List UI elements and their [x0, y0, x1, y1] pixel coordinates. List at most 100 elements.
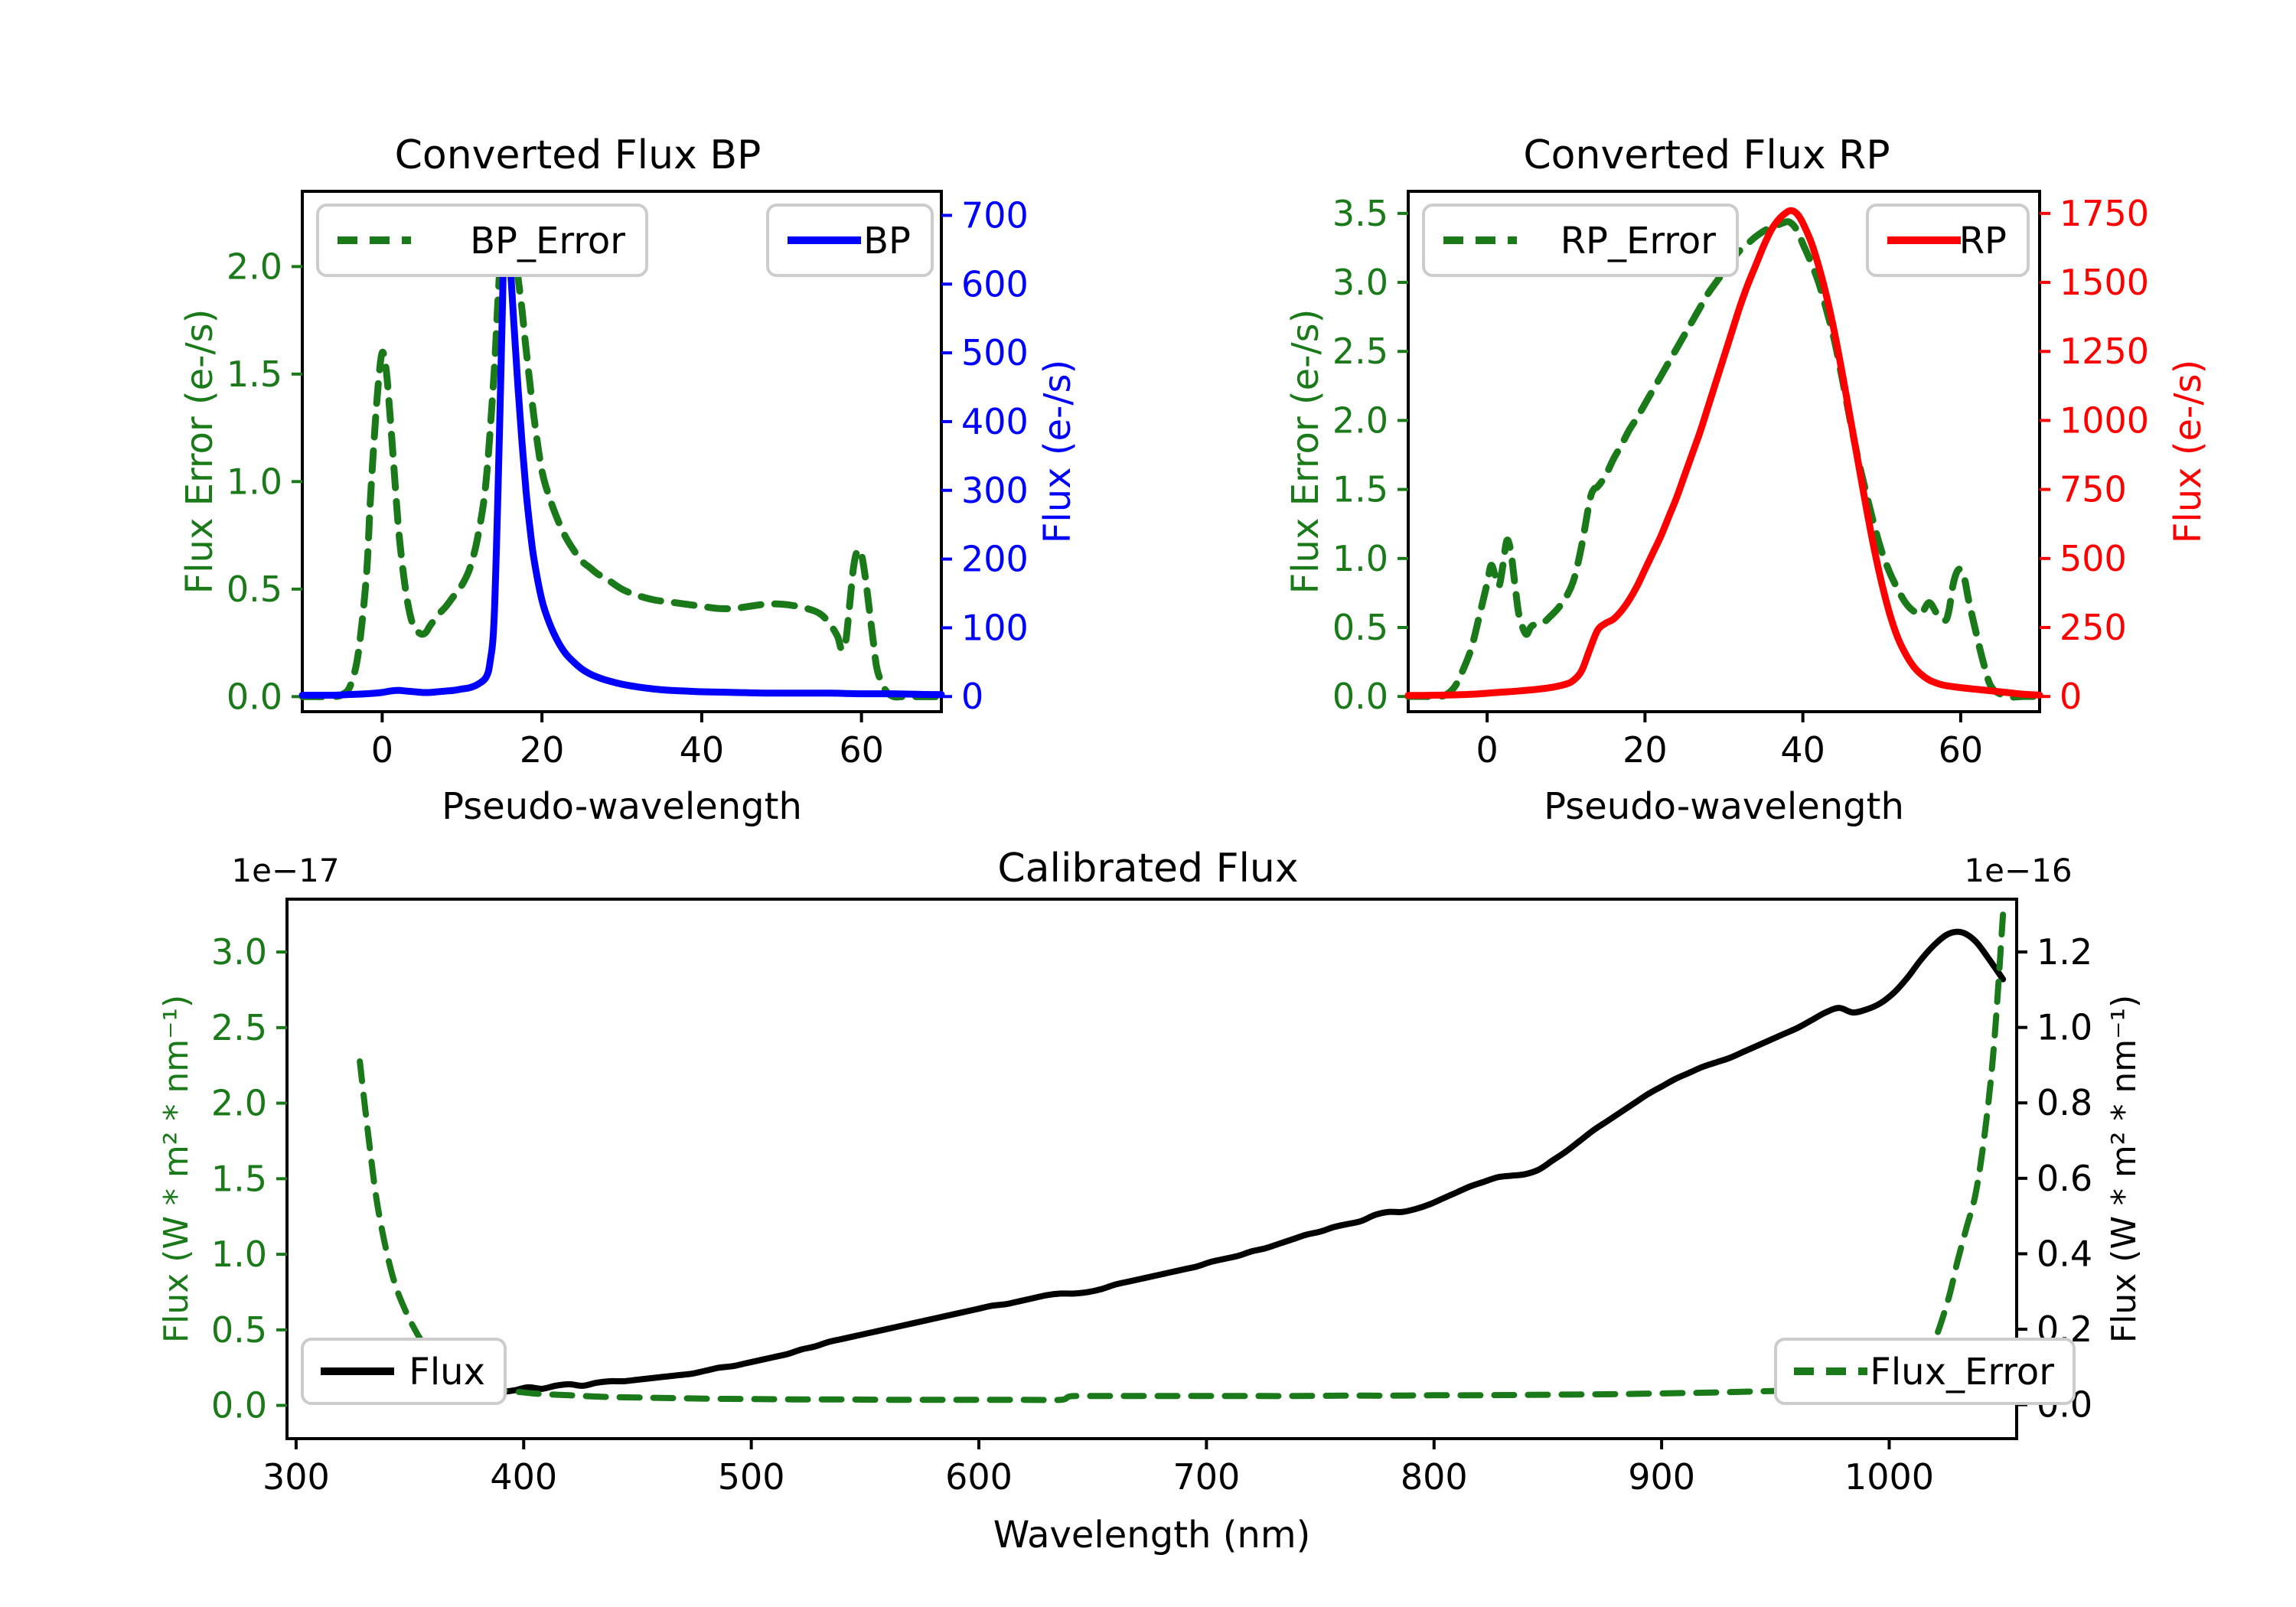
left-tick-label: 3.5 [1332, 193, 1388, 234]
x-tick-label: 600 [945, 1456, 1013, 1498]
left-y-axis-title: Flux Error (e-/s) [178, 309, 221, 595]
right-tick-label: 200 [961, 539, 1029, 580]
panel-calibrated-flux: Calibrated Flux 1e−17 1e−16 0.0 0.5 1.0 1.5… [157, 846, 2144, 1556]
right-y-axis-title: Flux (e-/s) [2167, 360, 2210, 544]
legend-error-box [316, 204, 648, 277]
bp-panel-title: Converted Flux BP [395, 132, 762, 178]
left-tick-label: 3.0 [1332, 262, 1388, 303]
series-line-bp_error [298, 209, 945, 701]
left-tick-label: 2.5 [1332, 331, 1388, 372]
left-tick-label: 0.0 [211, 1385, 267, 1426]
legend-flux-error-box [1774, 1338, 2076, 1405]
left-tick-label: 1.0 [211, 1234, 267, 1275]
right-tick-label: 1000 [2060, 399, 2149, 441]
x-tick-label: 0 [1476, 729, 1498, 771]
legend-flux-box [301, 1338, 507, 1405]
legend-flux-error-label: Flux_Error [1870, 1351, 2054, 1393]
legend-flux[interactable]: BP [766, 204, 934, 277]
right-tick-label: 300 [961, 470, 1029, 511]
legend-error-box [1422, 204, 1739, 277]
left-tick-label: 3.0 [211, 931, 267, 973]
left-tick-label: 2.0 [211, 1083, 267, 1124]
legend-flux-label: Flux [409, 1351, 485, 1393]
left-y-axis-title: Flux (W * m² * nm⁻¹) [157, 995, 196, 1343]
legend-flux-label: BP [863, 220, 911, 262]
right-y-axis-title: Flux (e-/s) [1036, 360, 1079, 544]
right-tick-label: 600 [961, 263, 1029, 305]
x-tick-label: 40 [1780, 729, 1825, 771]
right-tick-label: 0.6 [2037, 1158, 2092, 1199]
right-tick-label: 1750 [2060, 193, 2149, 234]
legend-error-label: RP_Error [1561, 220, 1717, 262]
plot-frame [1407, 190, 2041, 713]
left-tick-label: 2.0 [1332, 399, 1388, 441]
plot-frame [285, 898, 2018, 1440]
series-line-flux_error [357, 911, 2007, 1403]
left-tick-label: 1.5 [1332, 469, 1388, 510]
right-tick-label: 1.0 [2037, 1007, 2092, 1048]
left-tick-label: 0.5 [211, 1309, 267, 1351]
plot-frame [301, 190, 943, 713]
series-line-bp [298, 223, 945, 699]
left-tick-label: 1.5 [227, 354, 282, 395]
panel-converted-flux-bp: Converted Flux BP 0.00.51.01.52.00100200… [178, 132, 1079, 828]
right-tick-label: 500 [961, 332, 1029, 373]
left-tick-label: 1.0 [1332, 538, 1388, 579]
right-tick-label: 0.8 [2037, 1082, 2092, 1123]
cal-right-offset-exponent: 1e−16 [1964, 852, 2072, 889]
left-tick-label: 0.5 [227, 569, 282, 610]
x-tick-label: 60 [839, 729, 884, 771]
x-tick-label: 20 [1623, 729, 1668, 771]
x-tick-label: 800 [1401, 1456, 1468, 1498]
right-tick-label: 0.4 [2037, 1233, 2092, 1274]
legend-error[interactable]: BP_Error [316, 204, 648, 277]
x-axis-title: Pseudo-wavelength [1544, 785, 1904, 828]
left-tick-label: 0.0 [227, 676, 282, 717]
left-tick-label: 0.0 [1332, 676, 1388, 717]
left-tick-label: 1.0 [227, 461, 282, 502]
legend-flux-error[interactable]: Flux_Error [1774, 1338, 2076, 1405]
legend-error[interactable]: RP_Error [1422, 204, 1739, 277]
legend-error-label: BP_Error [470, 220, 625, 262]
right-tick-label: 1250 [2060, 331, 2149, 372]
panel-converted-flux-rp: Converted Flux RP 0.0 0.5 1.0 1.5 2.0 2.5 3.0 3… [1284, 132, 2210, 828]
right-tick-label: 400 [961, 401, 1029, 442]
left-tick-label: 0.5 [1332, 607, 1388, 648]
left-y-axis-title: Flux Error (e-/s) [1284, 309, 1327, 595]
legend-flux[interactable]: Flux [301, 1338, 507, 1405]
right-tick-label: 700 [961, 194, 1029, 236]
right-y-axis-title: Flux (W * m² * nm⁻¹) [2105, 995, 2144, 1343]
x-axis-title: Pseudo-wavelength [442, 785, 802, 828]
series-line-flux [306, 928, 2007, 1398]
right-tick-label: 250 [2060, 607, 2127, 648]
right-tick-label: 100 [961, 607, 1029, 648]
x-tick-label: 400 [490, 1456, 557, 1498]
right-tick-label: 0 [2060, 676, 2082, 717]
x-tick-label: 500 [718, 1456, 785, 1498]
left-tick-label: 2.0 [227, 246, 282, 287]
x-tick-label: 0 [371, 729, 393, 771]
legend-flux[interactable]: RP [1866, 204, 2030, 277]
right-tick-label: 0 [961, 676, 983, 717]
x-tick-label: 40 [680, 729, 725, 771]
x-tick-label: 300 [263, 1456, 330, 1498]
right-tick-label: 500 [2060, 538, 2127, 579]
x-tick-label: 1000 [1844, 1456, 1934, 1498]
x-tick-label: 700 [1172, 1456, 1240, 1498]
legend-flux-label: RP [1959, 220, 2007, 262]
right-tick-label: 750 [2060, 469, 2127, 510]
x-tick-label: 60 [1939, 729, 1984, 771]
series-line-rp [1404, 207, 2043, 699]
x-tick-label: 20 [520, 729, 565, 771]
series-line-rp_error [1404, 218, 2043, 701]
right-tick-label: 1500 [2060, 262, 2149, 303]
right-tick-label: 1.2 [2037, 931, 2092, 973]
rp-panel-title: Converted Flux RP [1523, 132, 1890, 178]
left-tick-label: 1.5 [211, 1158, 267, 1199]
left-tick-label: 2.5 [211, 1007, 267, 1048]
cal-panel-title: Calibrated Flux [997, 846, 1298, 892]
cal-left-offset-exponent: 1e−17 [231, 852, 339, 889]
x-axis-title: Wavelength (nm) [993, 1514, 1311, 1556]
x-tick-label: 900 [1628, 1456, 1695, 1498]
